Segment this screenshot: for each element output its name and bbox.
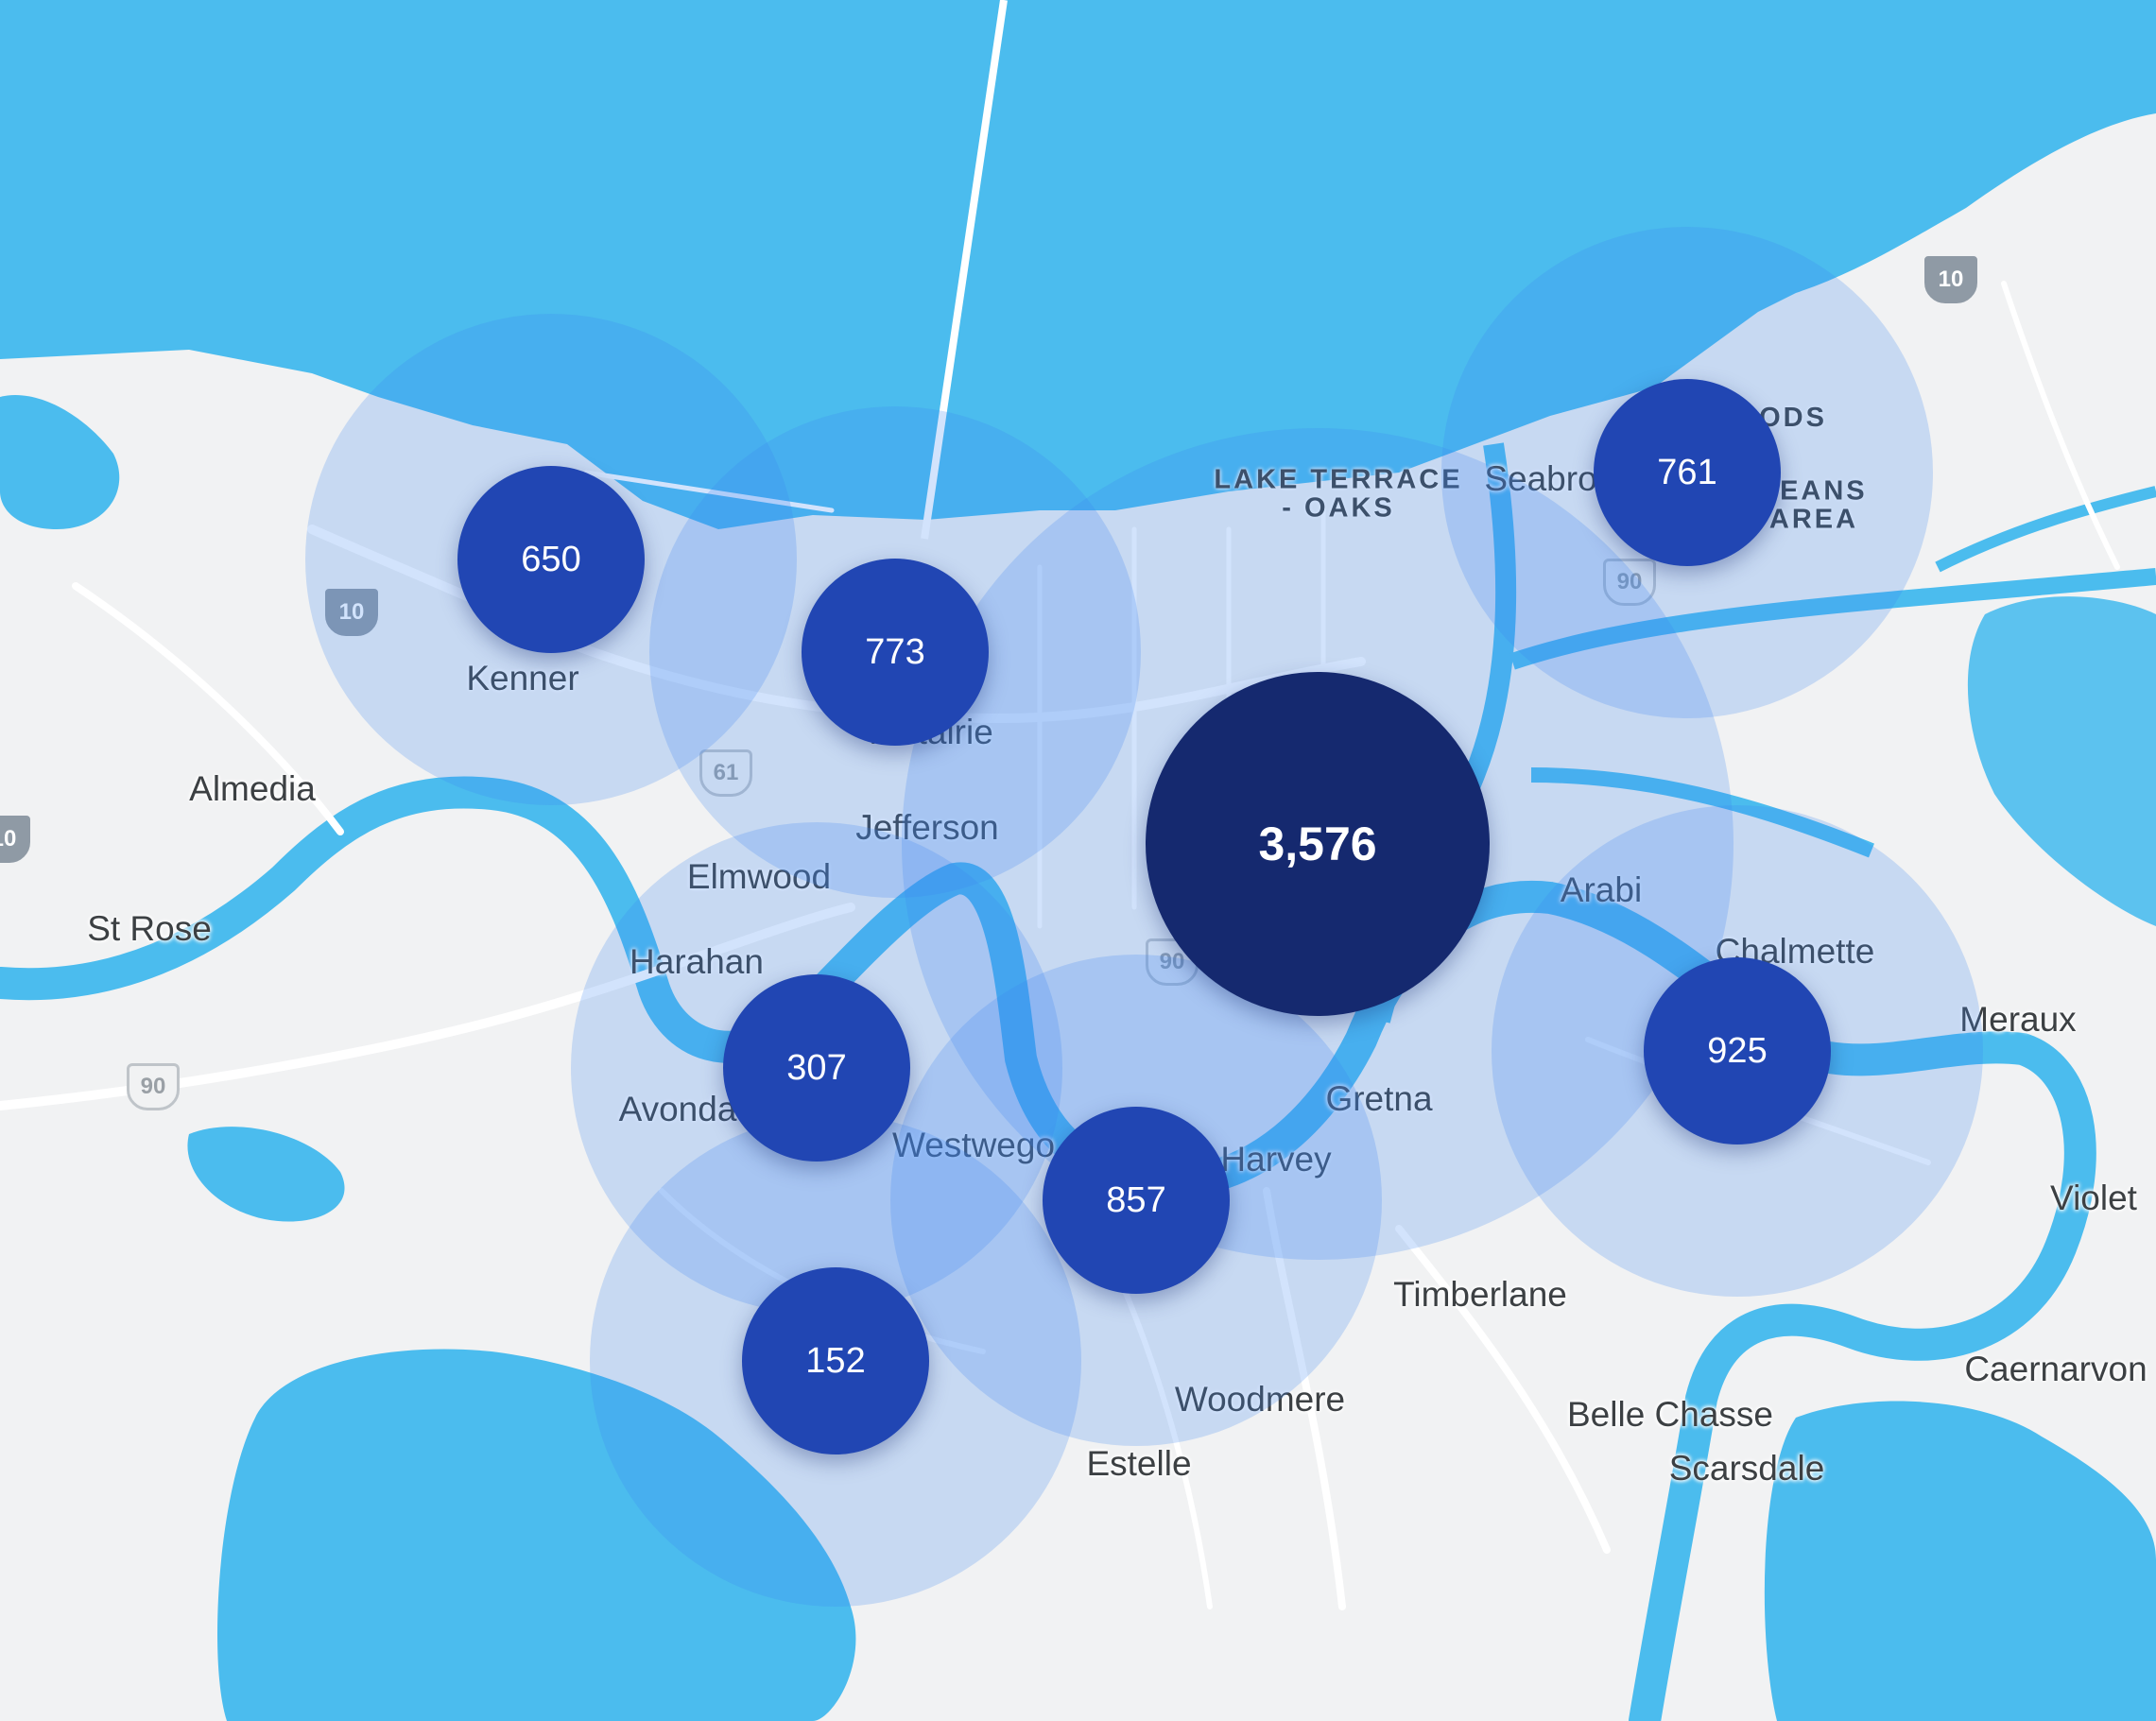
- place-label-gretna: Gretna: [1325, 1079, 1433, 1118]
- interstate-10-shield: 10: [325, 589, 378, 636]
- canal: [1935, 486, 2156, 573]
- mississippi-river: [0, 776, 2096, 1721]
- cluster-marker-kenner[interactable]: 650: [457, 466, 645, 653]
- cluster-marker-new-orleans-east[interactable]: 761: [1594, 379, 1781, 566]
- area-label-woods: ODS: [1759, 402, 1827, 433]
- cluster-marker-avondale[interactable]: 307: [723, 974, 910, 1162]
- cluster-count: 152: [805, 1340, 866, 1381]
- place-label-meraux: Meraux: [1959, 1000, 2077, 1039]
- lake-pontchartrain: [0, 0, 2156, 529]
- place-label-kenner: Kenner: [466, 659, 579, 697]
- place-label-harahan: Harahan: [630, 942, 764, 981]
- cluster-marker-metairie[interactable]: 773: [802, 559, 989, 746]
- place-label-violet: Violet: [2050, 1179, 2137, 1217]
- cluster-count: 925: [1707, 1030, 1768, 1071]
- cluster-marker-westwego[interactable]: 857: [1043, 1107, 1230, 1294]
- us-90-shield: 90: [1603, 559, 1656, 606]
- cluster-count: 650: [521, 539, 581, 579]
- canal: [1509, 568, 2156, 670]
- place-label-almedia: Almedia: [189, 769, 316, 808]
- place-label-arabi: Arabi: [1560, 870, 1643, 909]
- place-label-caernarvon: Caernarvon: [1964, 1350, 2147, 1388]
- place-label-scarsdale: Scarsdale: [1668, 1449, 1825, 1488]
- place-label-woodmere: Woodmere: [1174, 1380, 1346, 1419]
- place-label-st-rose: St Rose: [87, 909, 212, 948]
- cluster-count: 307: [786, 1047, 847, 1088]
- marsh-water: [187, 1127, 345, 1222]
- interstate-10-shield: 10: [1924, 256, 1977, 303]
- area-label-lake-terrace-oaks: LAKE TERRACE - OAKS: [1214, 464, 1463, 524]
- causeway: [921, 0, 1008, 540]
- marsh-water: [0, 395, 120, 529]
- cluster-marker-new-orleans[interactable]: 3,576: [1146, 672, 1490, 1016]
- place-label-avondale: Avonda: [618, 1090, 737, 1128]
- place-label-estelle: Estelle: [1086, 1444, 1192, 1483]
- place-label-elmwood: Elmwood: [686, 857, 832, 896]
- place-label-westwego: Westwego: [891, 1126, 1056, 1164]
- marsh-water: [1967, 596, 2156, 926]
- cluster-count: 857: [1106, 1179, 1166, 1220]
- marsh-water: [1764, 1401, 2156, 1721]
- canal: [1530, 767, 1874, 858]
- us-61-shield: 61: [699, 749, 752, 797]
- cluster-marker-lake-cataouatche[interactable]: 152: [742, 1267, 929, 1454]
- interstate-10-shield: 10: [0, 816, 30, 863]
- place-label-jefferson: Jefferson: [855, 808, 999, 847]
- lake-cataouatche: [217, 1349, 856, 1721]
- cluster-marker-chalmette[interactable]: 925: [1644, 957, 1831, 1144]
- cluster-count: 773: [865, 631, 925, 672]
- place-label-seabrook: Seabro: [1484, 459, 1597, 498]
- place-label-timberlane: Timberlane: [1393, 1275, 1567, 1314]
- place-label-harvey: Harvey: [1220, 1140, 1332, 1179]
- place-label-belle-chasse: Belle Chasse: [1566, 1395, 1774, 1434]
- cluster-count: 3,576: [1258, 817, 1377, 870]
- cluster-count: 761: [1657, 452, 1717, 492]
- us-90-shield: 90: [127, 1063, 180, 1110]
